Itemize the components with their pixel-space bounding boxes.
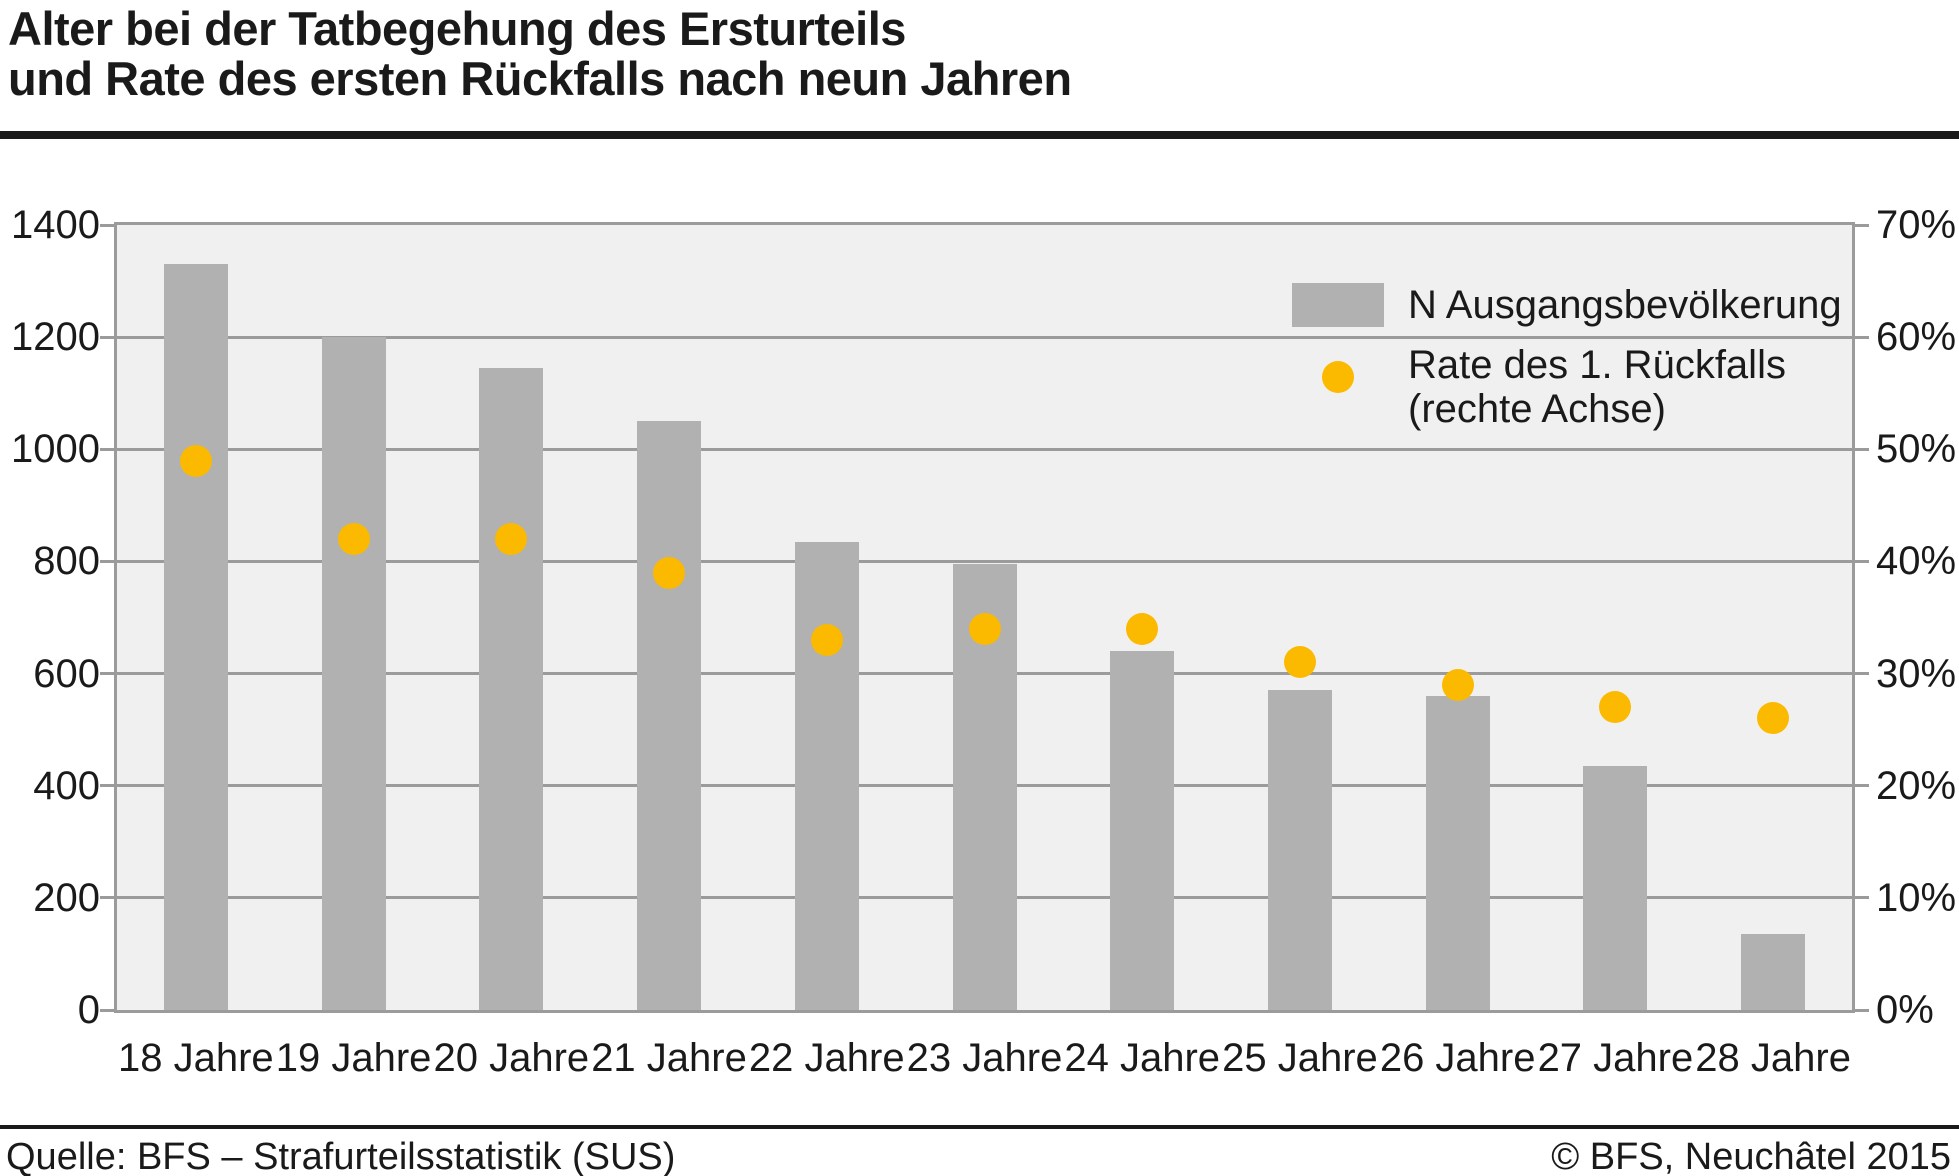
chart-title-line1: Alter bei der Tatbegehung des Ersturteil… <box>8 2 906 55</box>
x-axis-label: 19 Jahre <box>275 1036 432 1080</box>
bar <box>1267 690 1332 1010</box>
x-axis-label: 23 Jahre <box>906 1036 1063 1080</box>
right-axis-tick <box>1855 223 1869 227</box>
right-axis-label: 40% <box>1876 539 1957 584</box>
x-axis-label: 28 Jahre <box>1695 1036 1851 1080</box>
right-axis-tick <box>1855 335 1869 339</box>
rate-dot <box>1757 702 1790 735</box>
grid-line <box>117 559 1852 563</box>
x-axis-label: 18 Jahre <box>118 1036 274 1080</box>
legend-label-rate-line2: (rechte Achse) <box>1408 387 1666 431</box>
bar <box>321 337 386 1010</box>
legend-label-population: N Ausgangsbevölkerung <box>1408 283 1842 327</box>
left-axis-tick <box>100 1008 114 1012</box>
right-axis-label: 0% <box>1876 988 1934 1032</box>
rate-dot <box>1441 668 1474 701</box>
x-axis-label: 24 Jahre <box>1064 1036 1221 1080</box>
dot-swatch-icon <box>1322 361 1354 393</box>
right-axis-label: 10% <box>1876 875 1957 920</box>
bar <box>163 264 228 1010</box>
x-axis-label: 25 Jahre <box>1222 1036 1378 1080</box>
left-axis-tick <box>100 896 114 900</box>
right-axis-tick <box>1855 559 1869 563</box>
left-axis-label: 400 <box>33 763 100 808</box>
chart-title-line2: und Rate des ersten Rückfalls nach neun … <box>8 52 1072 105</box>
left-axis-label: 200 <box>33 875 100 920</box>
rate-dot <box>179 444 212 477</box>
grid-line <box>117 447 1852 451</box>
left-axis-label: 1400 <box>11 203 100 247</box>
left-axis-label: 800 <box>33 539 100 584</box>
rate-dot <box>653 556 686 589</box>
bar-swatch-icon <box>1292 283 1384 327</box>
chart-title: Alter bei der Tatbegehung des Ersturteil… <box>8 4 1072 104</box>
title-divider <box>0 131 1959 139</box>
left-axis-label: 1200 <box>11 315 100 360</box>
rate-dot <box>968 612 1001 645</box>
grid-line <box>117 335 1852 339</box>
bar <box>637 421 702 1010</box>
left-axis-tick <box>100 559 114 563</box>
left-axis-label: 1000 <box>11 427 100 472</box>
right-axis-tick <box>1855 1008 1869 1012</box>
rate-dot <box>337 523 370 555</box>
left-axis-tick <box>100 223 114 227</box>
left-axis-tick <box>100 784 114 788</box>
right-axis-tick <box>1855 896 1869 900</box>
bar <box>1583 766 1648 1010</box>
legend-label-rate-line1: Rate des 1. Rückfalls <box>1408 343 1786 387</box>
left-axis-label: 600 <box>33 651 100 696</box>
left-axis-tick <box>100 447 114 451</box>
plot-area <box>114 222 1855 1013</box>
x-axis-label: 27 Jahre <box>1537 1036 1694 1080</box>
bar <box>794 541 859 1010</box>
x-axis-label: 21 Jahre <box>591 1036 747 1080</box>
x-axis-label: 20 Jahre <box>433 1036 590 1080</box>
source-note: Quelle: BFS – Strafurteilsstatistik (SUS… <box>6 1136 676 1176</box>
bar <box>1110 651 1175 1010</box>
x-axis-label: 22 Jahre <box>748 1036 905 1080</box>
right-axis-label: 30% <box>1876 651 1957 696</box>
footer-divider <box>0 1125 1959 1129</box>
rate-dot <box>495 523 528 555</box>
right-axis-label: 20% <box>1876 763 1957 808</box>
right-axis-tick <box>1855 447 1869 451</box>
left-axis-tick <box>100 335 114 339</box>
right-axis-label: 60% <box>1876 315 1957 360</box>
rate-dot <box>1283 646 1316 679</box>
right-axis-tick <box>1855 672 1869 676</box>
rate-dot <box>810 623 843 656</box>
bar <box>479 367 544 1010</box>
right-axis-tick <box>1855 784 1869 788</box>
bar <box>1741 934 1806 1010</box>
left-axis-tick <box>100 672 114 676</box>
rate-dot <box>1126 612 1159 645</box>
bar <box>1425 696 1490 1010</box>
legend-item-population: N Ausgangsbevölkerung <box>1292 283 1842 327</box>
rate-dot <box>1599 691 1632 724</box>
legend-item-rate: Rate des 1. Rückfalls (rechte Achse) <box>1292 343 1842 431</box>
left-axis-label: 0 <box>77 988 100 1032</box>
right-axis-label: 50% <box>1876 427 1957 472</box>
copyright-note: © BFS, Neuchâtel 2015 <box>1551 1136 1951 1176</box>
right-axis-label: 70% <box>1876 203 1957 247</box>
chart-legend: N Ausgangsbevölkerung Rate des 1. Rückfa… <box>1292 283 1842 447</box>
x-axis-label: 26 Jahre <box>1379 1036 1536 1080</box>
legend-label-rate: Rate des 1. Rückfalls (rechte Achse) <box>1408 343 1786 431</box>
